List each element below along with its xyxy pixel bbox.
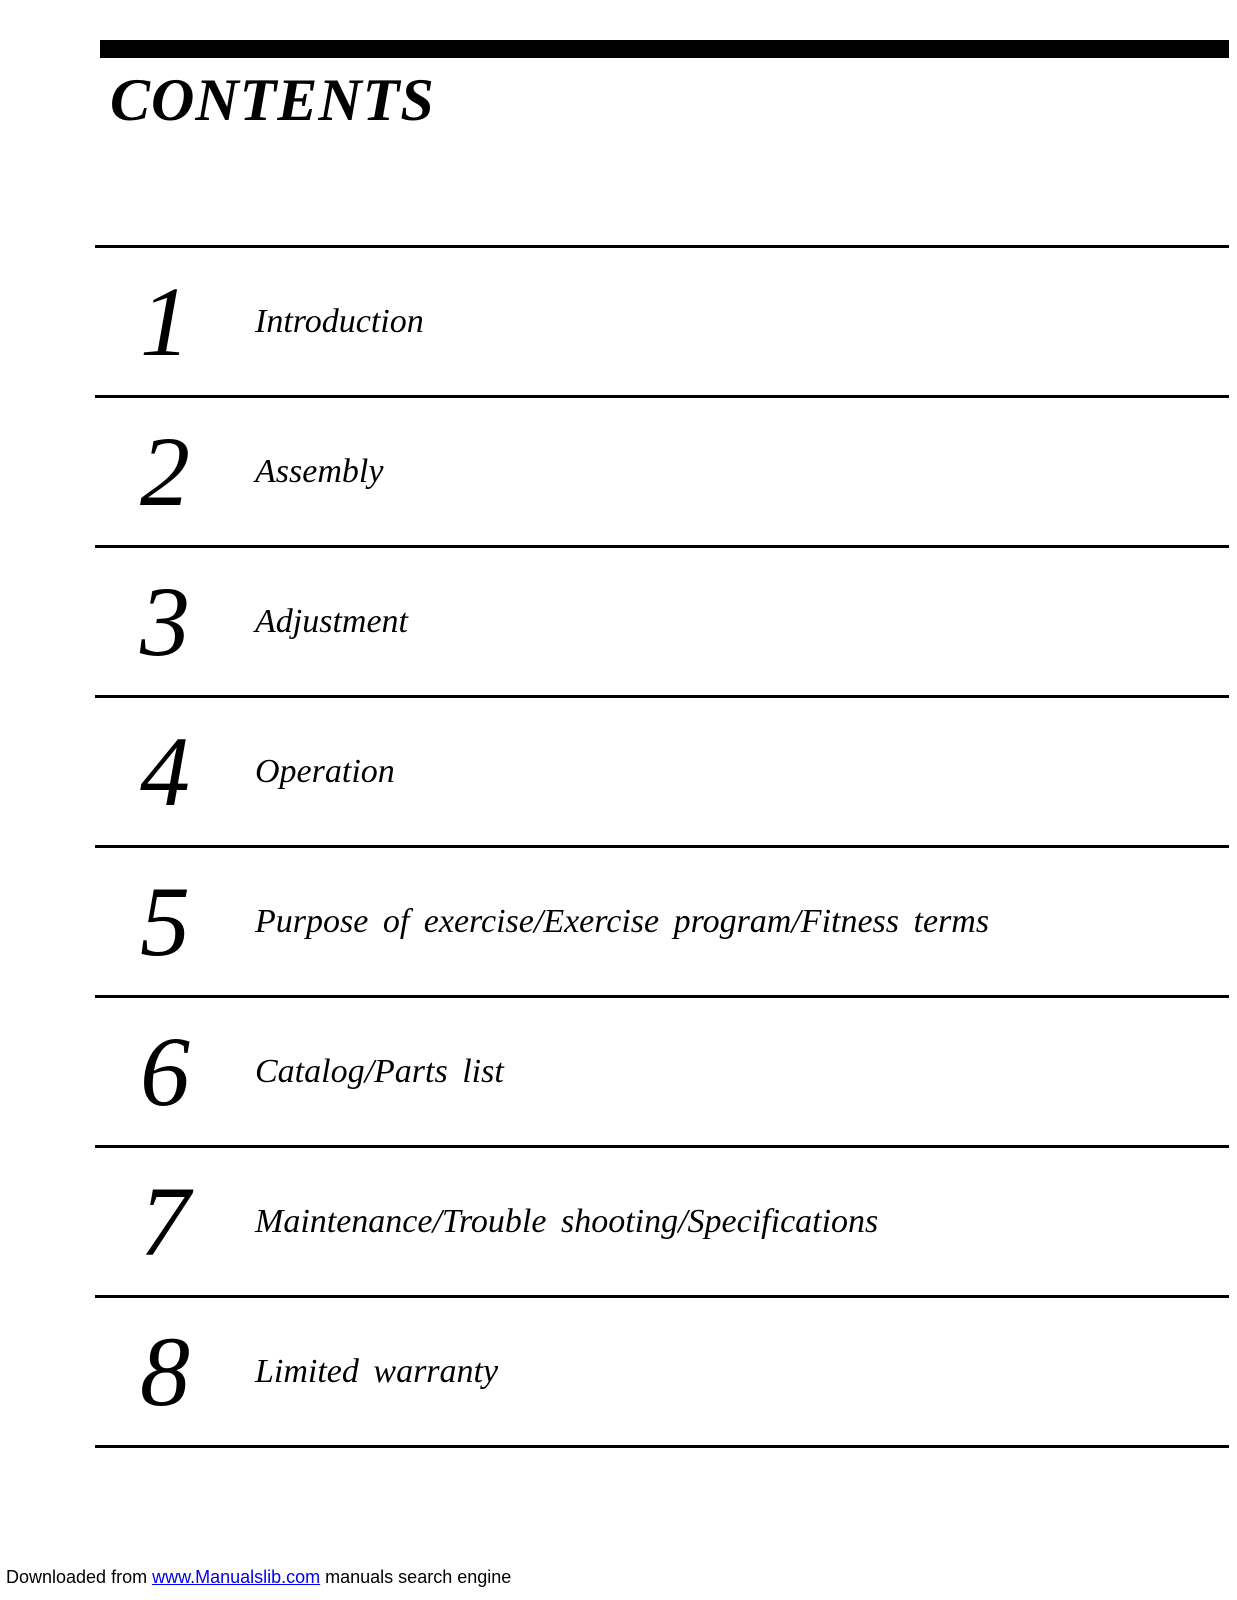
toc-label: Limited warranty	[255, 1353, 498, 1391]
toc-label: Catalog/Parts list	[255, 1053, 504, 1091]
toc-row: 5 Purpose of exercise/Exercise program/F…	[95, 848, 1229, 998]
toc-row: 3 Adjustment	[95, 548, 1229, 698]
toc-number: 2	[115, 422, 215, 522]
toc-label: Maintenance/Trouble shooting/Specificati…	[255, 1203, 878, 1241]
toc-number: 4	[115, 722, 215, 822]
toc-number: 3	[115, 572, 215, 672]
toc-row: 4 Operation	[95, 698, 1229, 848]
footer: Downloaded from www.Manualslib.com manua…	[6, 1567, 511, 1588]
toc-label: Adjustment	[255, 603, 408, 641]
toc-number: 7	[115, 1172, 215, 1272]
page-wrapper: CONTENTS 1 Introduction 2 Assembly 3 Adj…	[0, 0, 1237, 1448]
toc-number: 1	[115, 272, 215, 372]
footer-link[interactable]: www.Manualslib.com	[152, 1567, 320, 1587]
top-rule-bar	[100, 40, 1229, 58]
toc-label: Assembly	[255, 453, 383, 491]
toc-number: 5	[115, 872, 215, 972]
toc-row: 2 Assembly	[95, 398, 1229, 548]
toc-row: 7 Maintenance/Trouble shooting/Specifica…	[95, 1148, 1229, 1298]
toc-number: 6	[115, 1022, 215, 1122]
toc-label: Purpose of exercise/Exercise program/Fit…	[255, 903, 989, 941]
toc-label: Introduction	[255, 303, 424, 341]
toc-row: 1 Introduction	[95, 248, 1229, 398]
toc-label: Operation	[255, 753, 395, 791]
toc-number: 8	[115, 1322, 215, 1422]
toc-row: 8 Limited warranty	[95, 1298, 1229, 1448]
toc-row: 6 Catalog/Parts list	[95, 998, 1229, 1148]
footer-prefix: Downloaded from	[6, 1567, 152, 1587]
footer-suffix: manuals search engine	[320, 1567, 511, 1587]
table-of-contents: 1 Introduction 2 Assembly 3 Adjustment 4…	[95, 245, 1229, 1448]
page-title: CONTENTS	[110, 66, 1237, 135]
